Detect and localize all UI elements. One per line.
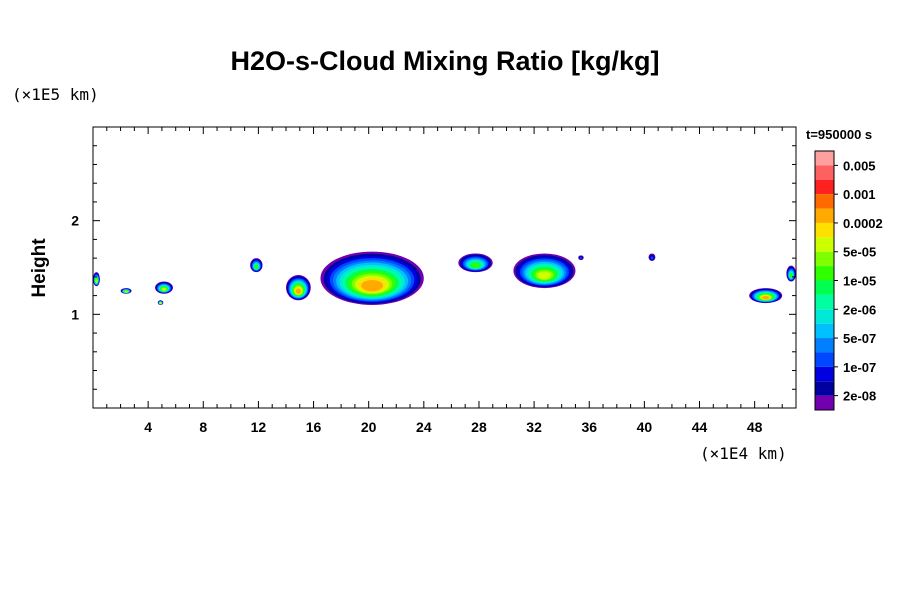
colorbar-label: 0.001	[843, 187, 876, 202]
colorbar-label: 2e-06	[843, 302, 876, 317]
x-tick-label: 4	[144, 419, 152, 435]
cloud-feature	[578, 255, 584, 261]
cloud-contour	[254, 265, 258, 269]
cloud-feature	[120, 288, 132, 294]
plot-frame	[92, 126, 797, 409]
x-tick-label: 24	[416, 419, 432, 435]
cloud-contour	[579, 257, 582, 260]
x-tick-label: 20	[361, 419, 377, 435]
colorbar-swatch	[815, 352, 834, 367]
cloud-contour	[124, 290, 128, 293]
x-tick-label: 36	[581, 419, 597, 435]
x-tick-label: 12	[251, 419, 267, 435]
y-tick-label: 1	[71, 306, 79, 322]
x-tick-labels: 4 8 12 16 20 24 28 32 36 40 44 48	[144, 419, 762, 435]
colorbar-labels: 0.005 0.001 0.0002 5e-05 1e-05 2e-06 5e-07 1e-0…	[834, 158, 883, 404]
colorbar-swatch	[815, 381, 834, 396]
cloud-feature	[285, 274, 311, 301]
cloud-feature	[786, 265, 796, 282]
cloud-feature	[250, 258, 263, 273]
x-axis-scale-note: (×1E4 km)	[700, 444, 787, 463]
cloud-contour	[790, 273, 793, 278]
colorbar-swatch	[815, 266, 834, 281]
y-axis-scale-note: (×1E5 km)	[12, 85, 99, 104]
x-tick-label: 40	[637, 419, 653, 435]
cloud-contour	[162, 287, 166, 291]
x-tick-label: 16	[306, 419, 322, 435]
colorbar-swatch	[815, 237, 834, 252]
colorbar-label: 1e-05	[843, 274, 876, 289]
colorbar-swatch	[815, 179, 834, 195]
cloud-contour	[762, 296, 770, 300]
colorbar-label: 0.0002	[843, 216, 883, 231]
axis-ticks	[93, 127, 796, 408]
colorbar-swatch	[815, 294, 834, 310]
cloud-contour	[361, 280, 384, 292]
colorbar-swatch	[815, 309, 834, 324]
colorbar-swatch	[815, 338, 834, 353]
colorbar-swatch	[815, 395, 834, 410]
colorbar-swatch	[815, 366, 834, 382]
cloud-contour	[95, 279, 98, 283]
colorbar-label: 0.005	[843, 158, 876, 173]
cloud-feature	[458, 253, 493, 273]
colorbar-label: 5e-05	[843, 245, 876, 260]
colorbar-swatch	[815, 251, 834, 267]
colorbar	[814, 150, 835, 411]
colorbar-swatch	[815, 280, 834, 295]
cloud-feature	[320, 251, 424, 305]
colorbar-swatch	[815, 165, 834, 180]
cloud-contour	[159, 302, 162, 305]
x-tick-label: 32	[526, 419, 542, 435]
cloud-feature	[513, 253, 576, 289]
chart-title: H2O-s-Cloud Mixing Ratio [kg/kg]	[230, 46, 660, 76]
x-tick-label: 28	[471, 419, 487, 435]
colorbar-swatch	[815, 323, 834, 339]
y-tick-label: 2	[71, 213, 79, 229]
y-tick-labels: 12	[71, 213, 79, 323]
x-tick-label: 48	[747, 419, 763, 435]
cloud-feature	[93, 272, 100, 287]
cloud-feature	[155, 281, 173, 294]
colorbar-swatch	[815, 151, 834, 166]
cloud-contour	[295, 288, 302, 294]
colorbar-swatch	[815, 208, 834, 223]
colorbar-swatch	[815, 222, 834, 238]
cloud-contour	[650, 256, 654, 260]
cloud-contour	[537, 271, 552, 280]
cloud-features	[93, 251, 796, 305]
cloud-feature	[749, 288, 783, 304]
x-tick-label: 44	[692, 419, 708, 435]
colorbar-label: 2e-08	[843, 389, 876, 404]
time-label: t=950000 s	[806, 127, 873, 142]
colorbar-label: 5e-07	[843, 331, 876, 346]
cloud-feature	[648, 253, 656, 261]
cloud-contour	[471, 263, 480, 268]
cloud-feature	[157, 300, 164, 305]
x-tick-label: 8	[199, 419, 207, 435]
colorbar-label: 1e-07	[843, 360, 876, 375]
colorbar-swatch	[815, 194, 834, 209]
